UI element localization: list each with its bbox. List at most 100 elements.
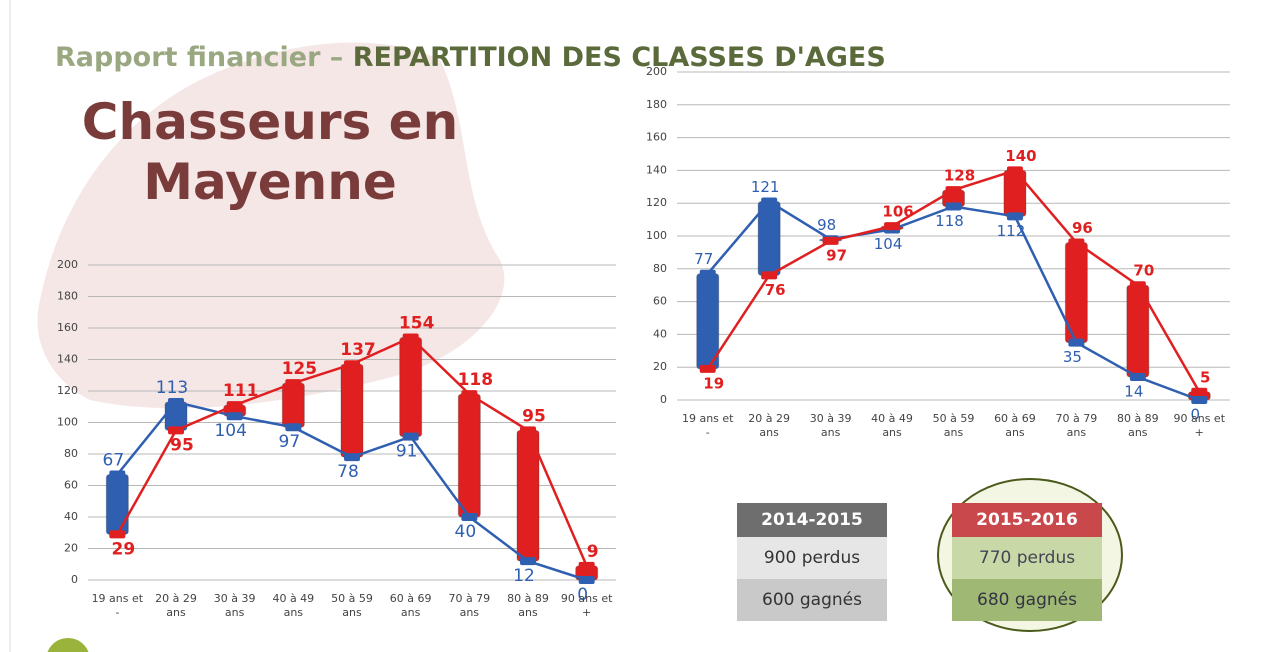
point-marker (402, 432, 419, 441)
point-marker (699, 269, 716, 278)
difference-bar (457, 393, 481, 518)
x-tick-label: 90 ans et + (1173, 412, 1226, 439)
x-tick-label: 19 ans et - (91, 592, 144, 619)
y-tick-label: 20 (653, 360, 667, 373)
series-line (706, 199, 1200, 402)
y-tick-label: 80 (64, 447, 78, 460)
data-label: 12 (513, 566, 535, 586)
data-label: 97 (279, 432, 301, 452)
decor-circle (47, 638, 89, 652)
data-label: 137 (340, 340, 376, 360)
y-tick-label: 100 (646, 229, 667, 242)
title-main: REPARTITION DES CLASSES D'AGES (352, 42, 886, 73)
point-marker (168, 426, 184, 435)
difference-bar (105, 473, 129, 535)
map-background (37, 42, 505, 409)
difference-bar (340, 363, 364, 458)
data-label: 67 (103, 450, 125, 470)
point-marker (520, 557, 536, 566)
y-tick-label: 180 (646, 98, 667, 111)
point-marker (226, 401, 243, 410)
difference-bar (281, 382, 305, 428)
x-tick-label: 70 à 79 ans (448, 592, 491, 619)
table-row: 770 perdus (952, 537, 1102, 579)
y-tick-label: 60 (64, 479, 78, 492)
data-label: 111 (223, 381, 259, 401)
point-marker (1191, 396, 1208, 404)
data-label: 97 (826, 246, 847, 264)
data-label: 77 (694, 250, 713, 268)
y-tick-label: 200 (646, 65, 667, 78)
y-tick-label: 100 (57, 416, 78, 429)
data-label: 113 (156, 378, 188, 398)
difference-bar (757, 201, 781, 276)
data-label: 78 (337, 462, 359, 482)
point-marker (402, 333, 419, 342)
data-label: 104 (214, 421, 246, 441)
y-tick-label: 180 (57, 290, 78, 303)
y-tick-label: 40 (653, 327, 667, 340)
y-tick-label: 80 (653, 262, 667, 275)
point-marker (285, 379, 302, 388)
data-label: 106 (882, 203, 913, 221)
data-label: 95 (522, 406, 546, 426)
point-marker (578, 576, 595, 584)
point-marker (109, 470, 126, 479)
data-label: 98 (817, 216, 836, 234)
data-label: 5 (1200, 368, 1210, 386)
point-marker (1191, 387, 1208, 396)
y-tick-label: 0 (71, 573, 78, 586)
difference-bar (696, 273, 720, 370)
table-row: 600 gagnés (737, 579, 887, 621)
point-marker (578, 561, 595, 570)
data-label: 121 (751, 178, 780, 196)
point-marker (461, 513, 478, 521)
data-label: 104 (874, 235, 903, 253)
point-marker (699, 364, 716, 373)
point-marker (344, 360, 360, 369)
y-tick-label: 60 (653, 295, 667, 308)
data-label: 96 (1072, 219, 1093, 237)
table-header: 2015-2016 (952, 503, 1102, 537)
x-tick-label: 20 à 29 ans (155, 592, 197, 619)
table: 2014-2015 900 perdus 600 gagnés (737, 503, 887, 621)
x-tick-label: 50 à 59 ans (932, 412, 975, 439)
x-tick-label: 30 à 39 ans (213, 592, 256, 619)
point-marker (1068, 338, 1085, 347)
point-marker (1129, 373, 1146, 382)
point-marker (344, 453, 360, 462)
y-tick-label: 200 (57, 258, 78, 271)
point-marker (761, 197, 778, 206)
data-label: 35 (1063, 348, 1082, 366)
point-marker (1068, 238, 1085, 247)
data-label: 76 (765, 281, 786, 299)
data-label: 19 (703, 374, 724, 392)
title: Rapport financier – REPARTITION DES CLAS… (55, 42, 886, 73)
point-marker (1129, 281, 1146, 290)
data-label: 112 (997, 222, 1026, 240)
y-tick-label: 0 (660, 393, 667, 406)
x-tick-label: 90 ans et + (560, 592, 613, 619)
point-marker (1006, 212, 1023, 221)
y-tick-label: 20 (64, 542, 78, 555)
data-label: 29 (111, 539, 135, 559)
x-tick-label: 80 à 89 ans (507, 592, 549, 619)
x-tick-label: 20 à 29 ans (748, 412, 791, 439)
point-marker (461, 390, 478, 399)
x-tick-label: 50 à 59 ans (331, 592, 373, 619)
data-label: 128 (944, 167, 975, 185)
point-marker (822, 236, 839, 245)
table-header: 2014-2015 (737, 503, 887, 537)
difference-bar (1003, 169, 1027, 217)
point-marker (285, 423, 302, 432)
data-label: 140 (1005, 147, 1036, 165)
point-marker (1006, 166, 1023, 175)
data-label: 118 (935, 212, 964, 230)
table-row: 680 gagnés (952, 579, 1102, 621)
table-row: 900 perdus (737, 537, 887, 579)
x-tick-label: 40 à 49 ans (871, 412, 913, 439)
y-tick-label: 40 (64, 510, 78, 523)
x-tick-label: 80 à 89 ans (1116, 412, 1159, 439)
x-tick-label: 30 à 39 ans (809, 412, 852, 439)
